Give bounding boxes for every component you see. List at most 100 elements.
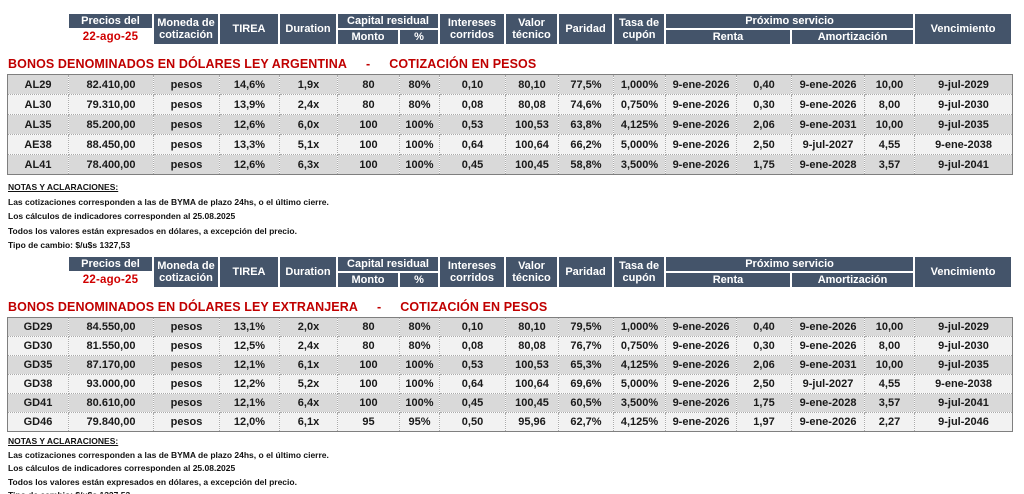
next-interest-date-cell: 9-ene-2026 <box>665 355 737 375</box>
col-header-valor-tecnico: Valor técnico <box>504 255 560 289</box>
tirea-cell: 13,9% <box>219 94 280 115</box>
price-cell: 82.410,00 <box>68 74 154 95</box>
maturity-date-cell: 9-jul-2029 <box>914 74 1013 95</box>
col-header-duration: Duration <box>278 12 338 46</box>
parity-cell: 76,7% <box>558 336 614 356</box>
col-header-moneda: Moneda de cotización <box>152 12 220 46</box>
next-amortization-amount-cell: 4,55 <box>864 374 915 394</box>
bond-ticker-cell: AE38 <box>7 134 69 155</box>
coupon-rate-cell: 3,500% <box>613 154 666 175</box>
next-interest-amount-cell: 2,06 <box>736 355 792 375</box>
residual-amount-cell: 100 <box>337 114 400 135</box>
col-header-amortizacion: Amortización <box>790 28 916 46</box>
next-interest-date-cell: 9-ene-2026 <box>665 336 737 356</box>
currency-cell: pesos <box>153 374 220 394</box>
residual-amount-cell: 95 <box>337 412 400 432</box>
next-interest-date-cell: 9-ene-2026 <box>665 74 737 95</box>
col-header-valor-tecnico: Valor técnico <box>504 12 560 46</box>
residual-amount-cell: 80 <box>337 317 400 337</box>
residual-amount-cell: 100 <box>337 355 400 375</box>
maturity-date-cell: 9-ene-2038 <box>914 374 1013 394</box>
technical-value-cell: 100,45 <box>505 154 559 175</box>
maturity-date-cell: 9-jul-2041 <box>914 393 1013 413</box>
maturity-date-cell: 9-ene-2038 <box>914 134 1013 155</box>
notes-title: NOTAS Y ACLARACIONES: <box>8 182 119 192</box>
accrued-interest-cell: 0,08 <box>439 336 506 356</box>
currency-cell: pesos <box>153 134 220 155</box>
accrued-interest-cell: 0,45 <box>439 393 506 413</box>
accrued-interest-cell: 0,64 <box>439 374 506 394</box>
col-header-tasa-cupon: Tasa de cupón <box>612 255 667 289</box>
note-line: Los cálculos de indicadores corresponden… <box>8 463 236 473</box>
price-cell: 84.550,00 <box>68 317 154 337</box>
next-amortization-date-cell: 9-ene-2026 <box>791 74 865 95</box>
price-cell: 93.000,00 <box>68 374 154 394</box>
next-interest-date-cell: 9-ene-2026 <box>665 412 737 432</box>
maturity-date-cell: 9-jul-2046 <box>914 412 1013 432</box>
duration-cell: 6,3x <box>279 154 338 175</box>
technical-value-cell: 100,45 <box>505 393 559 413</box>
next-amortization-date-cell: 9-ene-2026 <box>791 412 865 432</box>
technical-value-cell: 100,53 <box>505 355 559 375</box>
section-ley-extranjera: Precios del Moneda de cotización TIREA D… <box>7 255 1017 494</box>
parity-cell: 79,5% <box>558 317 614 337</box>
residual-pct-cell: 80% <box>399 74 440 95</box>
section-ley-argentina: Precios del Moneda de cotización TIREA D… <box>7 12 1017 253</box>
price-cell: 79.310,00 <box>68 94 154 115</box>
duration-cell: 6,1x <box>279 412 338 432</box>
technical-value-cell: 100,64 <box>505 134 559 155</box>
bond-row: GD38 93.000,00 pesos 12,2% 5,2x 100 100% 0,64 10… <box>7 374 1013 394</box>
bond-row: AL41 78.400,00 pesos 12,6% 6,3x 100 100% 0,45 10… <box>7 154 1013 175</box>
next-interest-amount-cell: 0,40 <box>736 317 792 337</box>
next-interest-date-cell: 9-ene-2026 <box>665 317 737 337</box>
next-interest-date-cell: 9-ene-2026 <box>665 393 737 413</box>
maturity-date-cell: 9-jul-2030 <box>914 336 1013 356</box>
residual-pct-cell: 100% <box>399 154 440 175</box>
next-interest-amount-cell: 2,50 <box>736 134 792 155</box>
header-spacer <box>7 256 68 288</box>
currency-cell: pesos <box>153 114 220 135</box>
next-interest-date-cell: 9-ene-2026 <box>665 154 737 175</box>
parity-cell: 69,6% <box>558 374 614 394</box>
col-header-proximo-servicio: Próximo servicio <box>664 255 916 273</box>
residual-pct-cell: 100% <box>399 374 440 394</box>
next-amortization-date-cell: 9-ene-2031 <box>791 114 865 135</box>
section-title-separator: - <box>365 57 371 71</box>
column-header-table: Precios del Moneda de cotización TIREA D… <box>7 255 1014 289</box>
currency-cell: pesos <box>153 412 220 432</box>
technical-value-cell: 80,08 <box>505 336 559 356</box>
residual-pct-cell: 100% <box>399 355 440 375</box>
duration-cell: 5,2x <box>279 374 338 394</box>
maturity-date-cell: 9-jul-2030 <box>914 94 1013 115</box>
parity-cell: 66,2% <box>558 134 614 155</box>
price-cell: 79.840,00 <box>68 412 154 432</box>
bond-row: GD29 84.550,00 pesos 13,1% 2,0x 80 80% 0,10 80,1… <box>7 317 1013 337</box>
next-interest-amount-cell: 2,06 <box>736 114 792 135</box>
maturity-date-cell: 9-jul-2035 <box>914 355 1013 375</box>
next-amortization-amount-cell: 3,57 <box>864 154 915 175</box>
next-amortization-amount-cell: 3,57 <box>864 393 915 413</box>
tirea-cell: 12,0% <box>219 412 280 432</box>
col-header-paridad: Paridad <box>557 255 615 289</box>
parity-cell: 62,7% <box>558 412 614 432</box>
col-header-renta: Renta <box>664 271 793 289</box>
accrued-interest-cell: 0,53 <box>439 355 506 375</box>
col-header-tirea: TIREA <box>218 255 280 289</box>
tirea-cell: 12,5% <box>219 336 280 356</box>
price-cell: 80.610,00 <box>68 393 154 413</box>
duration-cell: 2,4x <box>279 94 338 115</box>
next-interest-amount-cell: 1,75 <box>736 393 792 413</box>
bond-ticker-cell: AL35 <box>7 114 69 135</box>
tirea-cell: 12,6% <box>219 114 280 135</box>
next-amortization-amount-cell: 10,00 <box>864 317 915 337</box>
accrued-interest-cell: 0,64 <box>439 134 506 155</box>
next-interest-amount-cell: 0,30 <box>736 336 792 356</box>
next-amortization-amount-cell: 8,00 <box>864 336 915 356</box>
section-title-right: COTIZACIÓN EN PESOS <box>389 57 537 71</box>
next-amortization-amount-cell: 4,55 <box>864 134 915 155</box>
col-header-proximo-servicio: Próximo servicio <box>664 12 916 30</box>
next-amortization-date-cell: 9-ene-2026 <box>791 336 865 356</box>
residual-amount-cell: 80 <box>337 74 400 95</box>
column-header-table: Precios del Moneda de cotización TIREA D… <box>7 12 1014 46</box>
